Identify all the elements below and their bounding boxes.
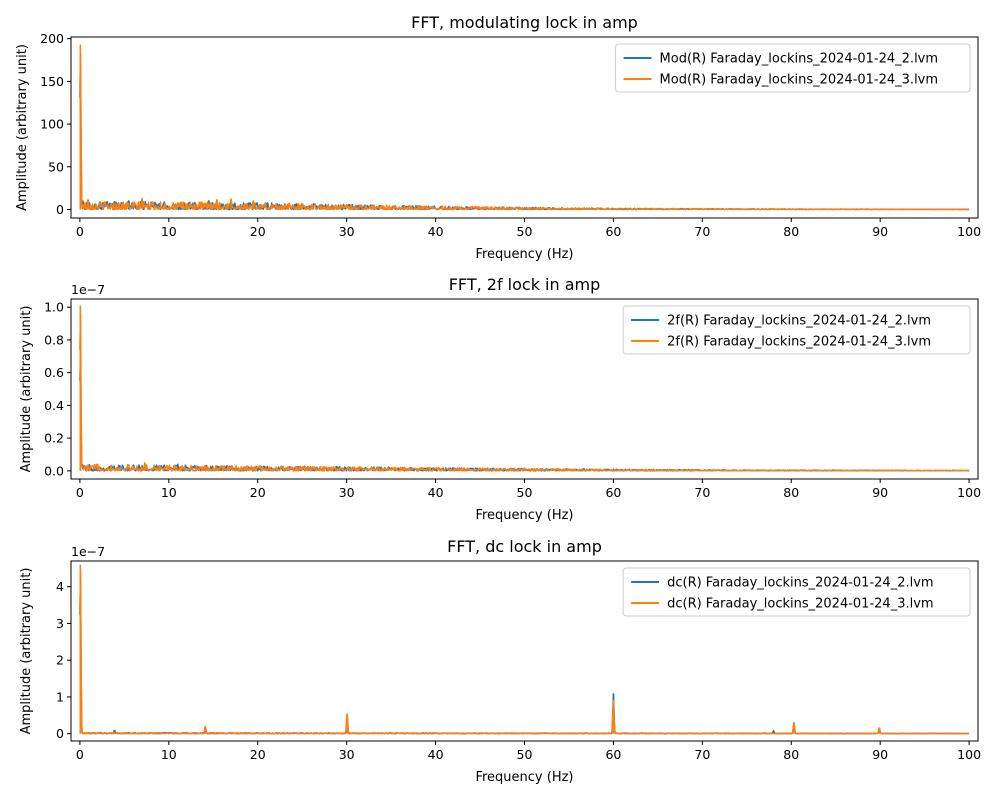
- x-tick-label: 100: [957, 224, 981, 239]
- legend-box: [622, 567, 971, 617]
- x-axis-label: Frequency (Hz): [475, 508, 573, 523]
- y-tick-label: 0: [56, 726, 64, 741]
- y-tick-label: 1: [56, 689, 64, 704]
- x-tick-label: 100: [957, 485, 981, 500]
- y-tick-label: 50: [48, 159, 64, 174]
- y-offset-text: 1e−7: [71, 544, 105, 559]
- y-tick-label: 1.0: [44, 300, 64, 315]
- x-tick-label: 30: [339, 224, 355, 239]
- legend-entry-1: 2f(R) Faraday_lockins_2024-01-24_2.lvm: [667, 314, 931, 329]
- x-tick-label: 10: [161, 747, 177, 762]
- legend-entry-2: 2f(R) Faraday_lockins_2024-01-24_3.lvm: [667, 335, 931, 350]
- x-tick-label: 80: [783, 747, 799, 762]
- x-tick-label: 10: [161, 224, 177, 239]
- legend-entry-1: dc(R) Faraday_lockins_2024-01-24_2.lvm: [667, 576, 933, 591]
- plot-area: [79, 564, 970, 735]
- series-line-2: [79, 573, 970, 735]
- x-tick-label: 70: [694, 747, 710, 762]
- legend-box: [622, 305, 971, 355]
- y-tick-label: 3: [56, 616, 64, 631]
- y-tick-label: 200: [40, 31, 64, 46]
- chart-panel-3: 0 10 20 30 40 50 60 70 80 90 100 0 1 2 3 4 FFT, dc lock …: [19, 537, 981, 785]
- chart-title: FFT, modulating lock in amp: [411, 13, 638, 32]
- chart-title: FFT, dc lock in amp: [447, 537, 602, 556]
- y-tick-label: 0.4: [44, 398, 64, 413]
- x-tick-label: 60: [605, 747, 621, 762]
- y-offset-text: 1e−7: [71, 282, 105, 297]
- y-tick-label: 4: [56, 579, 64, 594]
- x-tick-label: 90: [872, 485, 888, 500]
- x-tick-label: 20: [250, 747, 266, 762]
- series-line-2: [79, 53, 970, 211]
- y-axis-label: Amplitude (arbitrary unit): [19, 306, 34, 473]
- chart-title: FFT, 2f lock in amp: [449, 275, 601, 294]
- y-tick-label: 0.2: [44, 431, 64, 446]
- legend-entry-2: Mod(R) Faraday_lockins_2024-01-24_3.lvm: [660, 73, 939, 88]
- x-tick-label: 40: [428, 747, 444, 762]
- legend-box: [615, 43, 971, 93]
- legend: 2f(R) Faraday_lockins_2024-01-24_2.lvm 2f…: [622, 305, 971, 355]
- x-tick-label: 80: [783, 224, 799, 239]
- y-tick-label: 0.0: [44, 463, 64, 478]
- x-tick-label: 30: [339, 485, 355, 500]
- x-tick-label: 40: [428, 485, 444, 500]
- x-tick-label: 50: [517, 485, 533, 500]
- x-tick-label: 60: [605, 224, 621, 239]
- x-tick-label: 90: [872, 747, 888, 762]
- x-tick-label: 20: [250, 485, 266, 500]
- x-tick-label: 10: [161, 485, 177, 500]
- x-tick-label: 70: [694, 485, 710, 500]
- y-tick-label: 100: [40, 117, 64, 132]
- plot-area: [79, 44, 970, 211]
- y-axis-label: Amplitude (arbitrary unit): [15, 44, 30, 211]
- x-tick-label: 40: [428, 224, 444, 239]
- chart-panel-1: 0 10 20 30 40 50 60 70 80 90 100 0 50 100 150 200 FFT, m…: [15, 13, 981, 262]
- x-tick-label: 50: [517, 747, 533, 762]
- y-tick-label: 0.6: [44, 365, 64, 380]
- x-tick-label: 50: [517, 224, 533, 239]
- y-tick-label: 0: [56, 202, 64, 217]
- y-tick-label: 2: [56, 653, 64, 668]
- x-tick-label: 90: [872, 224, 888, 239]
- chart-panel-2: 0 10 20 30 40 50 60 70 80 90 100 0.0 0.2 0.4 0.6 0.8 1.0…: [19, 275, 981, 523]
- y-tick-label: 150: [40, 74, 64, 89]
- legend-entry-2: dc(R) Faraday_lockins_2024-01-24_3.lvm: [667, 597, 933, 612]
- x-tick-label: 60: [605, 485, 621, 500]
- x-tick-label: 80: [783, 485, 799, 500]
- x-axis-label: Frequency (Hz): [475, 770, 573, 785]
- x-tick-label: 0: [76, 747, 84, 762]
- legend-entry-1: Mod(R) Faraday_lockins_2024-01-24_2.lvm: [660, 52, 939, 67]
- legend: dc(R) Faraday_lockins_2024-01-24_2.lvmdc…: [622, 567, 971, 617]
- x-axis-label: Frequency (Hz): [475, 247, 573, 262]
- plot-area: [79, 305, 970, 472]
- x-tick-label: 30: [339, 747, 355, 762]
- series-line-1: [79, 354, 970, 472]
- x-tick-label: 0: [76, 485, 84, 500]
- x-tick-label: 100: [957, 747, 981, 762]
- legend: Mod(R) Faraday_lockins_2024-01-24_2.lvm M…: [615, 43, 971, 93]
- x-tick-label: 70: [694, 224, 710, 239]
- y-tick-label: 0.8: [44, 332, 64, 347]
- x-tick-label: 0: [76, 224, 84, 239]
- x-tick-label: 20: [250, 224, 266, 239]
- series-line-2: [79, 313, 970, 472]
- y-axis-label: Amplitude (arbitrary unit): [19, 568, 34, 735]
